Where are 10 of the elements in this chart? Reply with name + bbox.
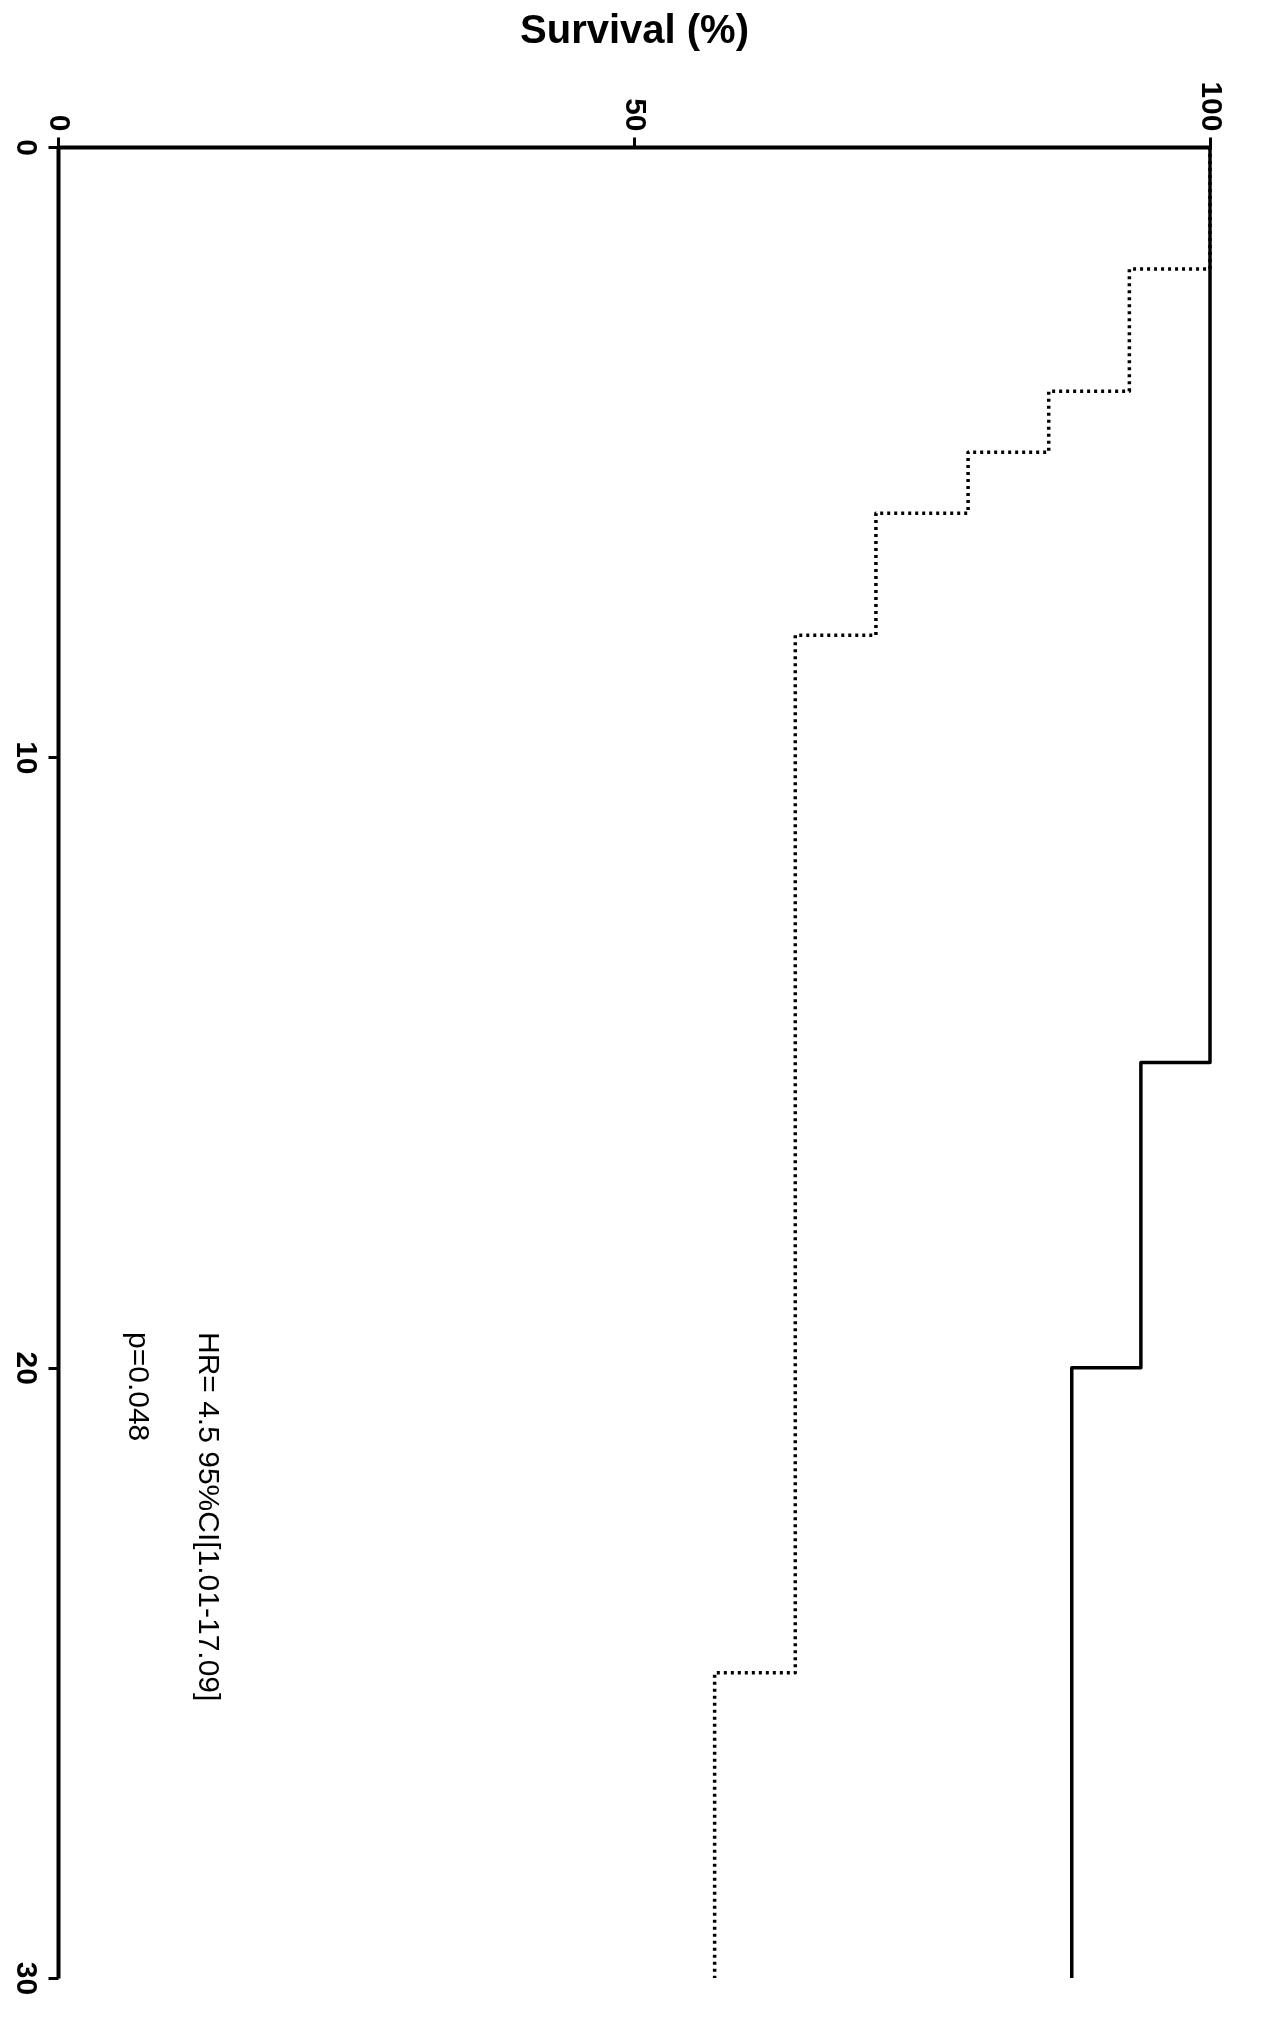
y-tick-label: 0 <box>10 139 44 156</box>
annotation: p=0.048 <box>123 1332 156 1442</box>
x-tick-label: 100 <box>1195 81 1229 132</box>
x-axis-title: Survival (%) <box>520 7 749 52</box>
y-tick-label: 10 <box>10 741 44 775</box>
y-tick-label: 30 <box>10 1961 44 1996</box>
x-tick-label: 50 <box>619 98 653 132</box>
x-tick-label: 0 <box>43 114 77 132</box>
y-tick-label: 20 <box>10 1351 44 1385</box>
annotation: HR= 4.5 95%CI[1.01-17.09] <box>193 1332 226 1702</box>
